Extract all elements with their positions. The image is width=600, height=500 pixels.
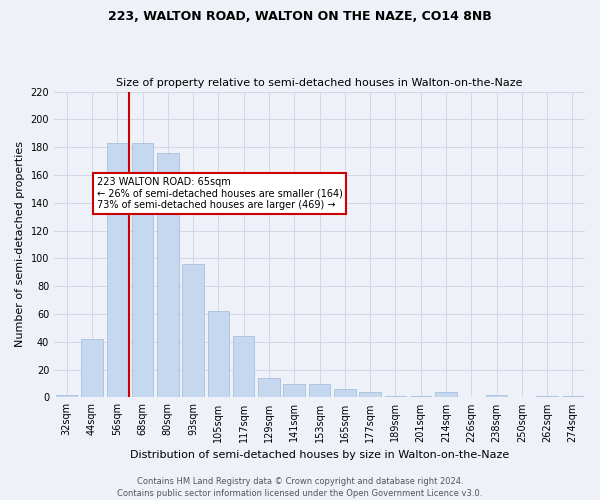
- Bar: [562, 396, 583, 398]
- Bar: [385, 396, 406, 398]
- Bar: [157, 152, 179, 398]
- Bar: [233, 336, 254, 398]
- Bar: [107, 143, 128, 398]
- Bar: [410, 396, 431, 398]
- Bar: [486, 394, 507, 398]
- X-axis label: Distribution of semi-detached houses by size in Walton-on-the-Naze: Distribution of semi-detached houses by …: [130, 450, 509, 460]
- Text: 223, WALTON ROAD, WALTON ON THE NAZE, CO14 8NB: 223, WALTON ROAD, WALTON ON THE NAZE, CO…: [108, 10, 492, 23]
- Bar: [309, 384, 330, 398]
- Bar: [435, 392, 457, 398]
- Bar: [536, 396, 558, 398]
- Bar: [334, 389, 356, 398]
- Bar: [258, 378, 280, 398]
- Bar: [132, 143, 153, 398]
- Bar: [81, 339, 103, 398]
- Bar: [283, 384, 305, 398]
- Text: 223 WALTON ROAD: 65sqm
← 26% of semi-detached houses are smaller (164)
73% of se: 223 WALTON ROAD: 65sqm ← 26% of semi-det…: [97, 177, 343, 210]
- Bar: [208, 311, 229, 398]
- Bar: [56, 394, 77, 398]
- Text: Contains HM Land Registry data © Crown copyright and database right 2024.
Contai: Contains HM Land Registry data © Crown c…: [118, 476, 482, 498]
- Bar: [359, 392, 381, 398]
- Bar: [182, 264, 204, 398]
- Y-axis label: Number of semi-detached properties: Number of semi-detached properties: [15, 142, 25, 348]
- Title: Size of property relative to semi-detached houses in Walton-on-the-Naze: Size of property relative to semi-detach…: [116, 78, 523, 88]
